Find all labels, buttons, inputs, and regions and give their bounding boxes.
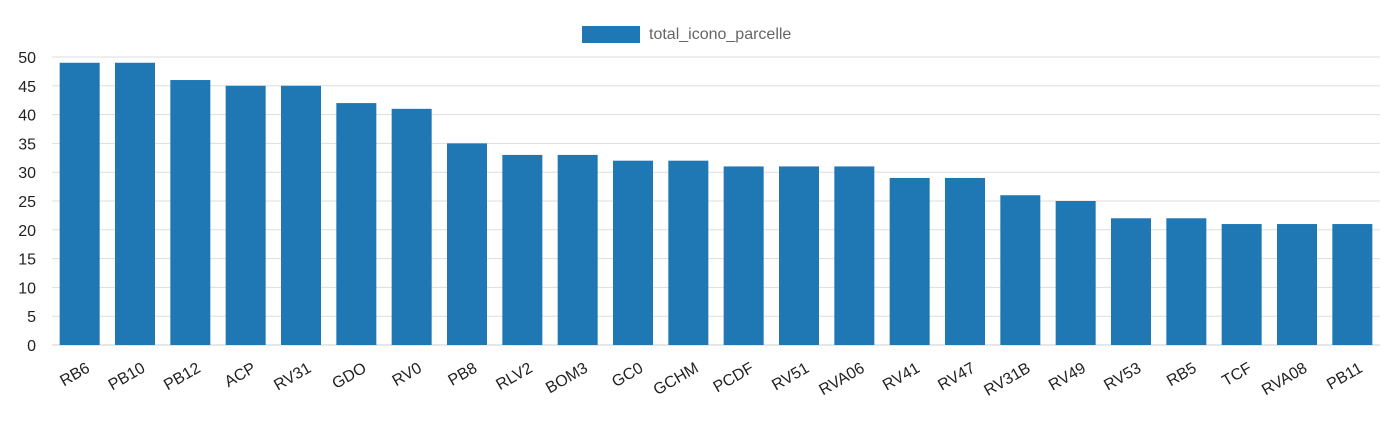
bar-pb12[interactable] bbox=[170, 80, 211, 345]
x-tick-label: RB6 bbox=[57, 360, 93, 390]
bar-gdo[interactable] bbox=[336, 103, 377, 345]
bar-bom3[interactable] bbox=[557, 154, 598, 345]
y-tick-label: 0 bbox=[27, 338, 36, 355]
bars-group bbox=[59, 62, 1373, 346]
bar-rv31b[interactable] bbox=[1000, 195, 1041, 345]
legend-swatch[interactable] bbox=[582, 26, 640, 43]
bar-rv31[interactable] bbox=[281, 85, 321, 346]
x-tick-label: RVA08 bbox=[1259, 360, 1310, 399]
y-tick-label: 40 bbox=[18, 108, 36, 125]
x-tick-label: RV49 bbox=[1046, 360, 1089, 395]
x-tick-label: RV47 bbox=[935, 360, 978, 395]
legend-label[interactable]: total_icono_parcelle bbox=[649, 26, 791, 43]
bar-gc0[interactable] bbox=[613, 160, 653, 345]
y-tick-label: 30 bbox=[18, 165, 36, 182]
x-tick-label: PCDF bbox=[711, 360, 757, 397]
bar-pb10[interactable] bbox=[115, 62, 155, 345]
bar-rb5[interactable] bbox=[1166, 218, 1207, 345]
y-tick-label: 5 bbox=[27, 309, 36, 326]
x-tick-label: ACP bbox=[222, 360, 259, 391]
y-tick-label: 25 bbox=[18, 194, 36, 211]
bar-rva06[interactable] bbox=[834, 166, 875, 345]
legend[interactable]: total_icono_parcelle bbox=[582, 26, 791, 43]
bar-rlv2[interactable] bbox=[502, 154, 543, 345]
x-tick-label: RV31B bbox=[981, 360, 1033, 400]
bar-rv49[interactable] bbox=[1055, 201, 1096, 345]
x-tick-label: GC0 bbox=[609, 360, 646, 391]
x-tick-label: RV0 bbox=[390, 360, 425, 390]
bar-pb8[interactable] bbox=[447, 143, 487, 345]
x-tick-label: GCHM bbox=[651, 360, 702, 399]
x-tick-label: RV31 bbox=[271, 360, 314, 395]
y-tick-label: 35 bbox=[18, 136, 36, 153]
bar-rv47[interactable] bbox=[945, 177, 985, 345]
bar-tcf[interactable] bbox=[1221, 224, 1262, 345]
y-axis-ticks: 0 5 10 15 20 25 30 35 40 45 50 bbox=[18, 50, 36, 355]
bar-acp[interactable] bbox=[225, 85, 266, 346]
bar-pb11[interactable] bbox=[1332, 224, 1373, 345]
x-tick-label: RLV2 bbox=[493, 360, 535, 394]
x-tick-label: PB10 bbox=[106, 360, 148, 394]
x-tick-label: RV41 bbox=[880, 360, 923, 395]
bar-rva08[interactable] bbox=[1277, 224, 1317, 345]
y-tick-label: 15 bbox=[18, 252, 36, 269]
bar-rv53[interactable] bbox=[1111, 218, 1151, 345]
x-tick-label: RV53 bbox=[1101, 360, 1144, 395]
bar-rb6[interactable] bbox=[59, 62, 100, 345]
y-tick-label: 45 bbox=[18, 79, 36, 96]
bar-rv51[interactable] bbox=[779, 166, 819, 345]
y-gridlines bbox=[52, 56, 1380, 346]
x-tick-label: GDO bbox=[329, 360, 369, 393]
x-tick-label: PB11 bbox=[1324, 360, 1365, 394]
x-tick-label: RVA06 bbox=[816, 360, 867, 399]
x-tick-label: RV51 bbox=[769, 360, 812, 395]
x-tick-label: RB5 bbox=[1164, 360, 1200, 390]
x-tick-label: BOM3 bbox=[543, 360, 591, 397]
y-tick-label: 10 bbox=[18, 280, 36, 297]
x-tick-label: PB12 bbox=[161, 360, 203, 394]
y-tick-label: 50 bbox=[18, 50, 36, 67]
x-tick-label: PB8 bbox=[446, 360, 481, 390]
y-tick-label: 20 bbox=[18, 223, 36, 240]
bar-pcdf[interactable] bbox=[723, 166, 764, 345]
bar-rv0[interactable] bbox=[391, 108, 432, 345]
bar-gchm[interactable] bbox=[668, 160, 709, 345]
bar-rv41[interactable] bbox=[889, 177, 930, 345]
x-axis-ticks: RB6 PB10 PB12 ACP RV31 GDO RV0 PB8 RLV2 BOM3 GC0 GC… bbox=[57, 360, 1365, 400]
x-tick-label: TCF bbox=[1219, 360, 1255, 390]
